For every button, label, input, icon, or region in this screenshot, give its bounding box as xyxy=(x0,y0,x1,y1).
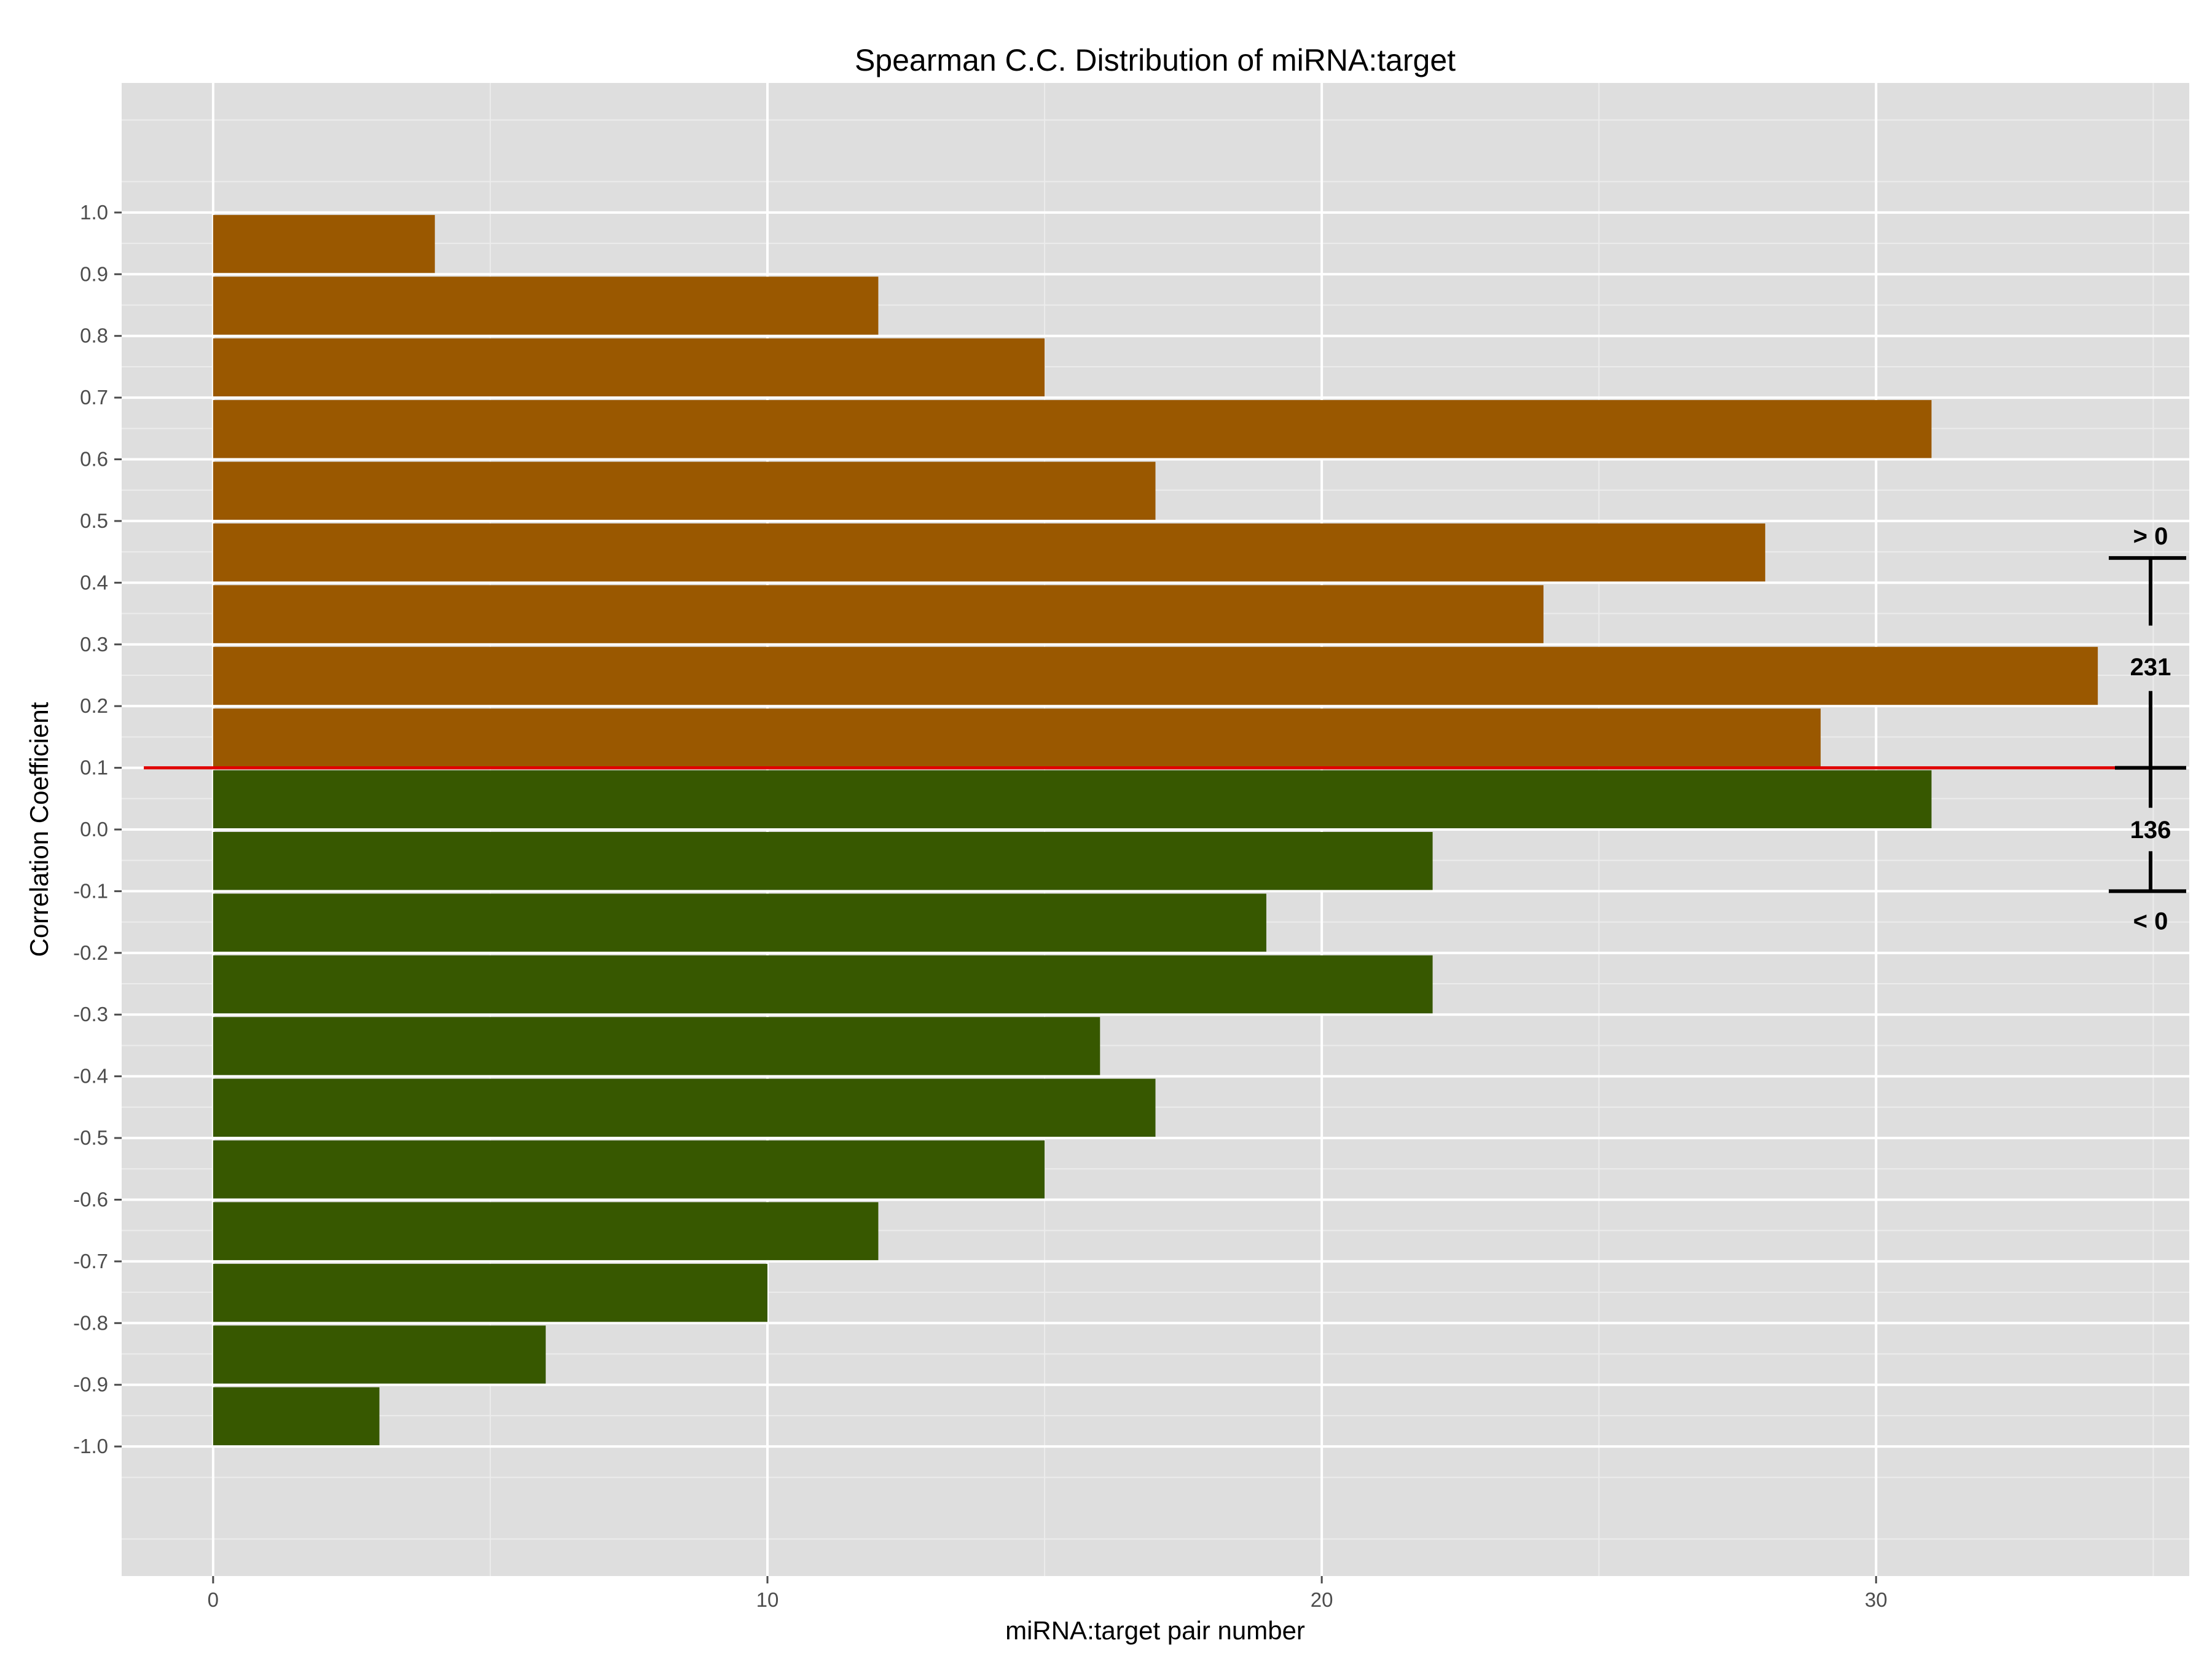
x-tick-label: 30 xyxy=(1865,1588,1888,1611)
count-annotation: > 0 231 136 < 0 xyxy=(2109,523,2186,935)
histogram-bar xyxy=(213,1263,767,1322)
histogram-bar xyxy=(213,523,1765,582)
histogram-bar xyxy=(213,400,1932,458)
y-tick-label: 0.0 xyxy=(80,818,108,841)
histogram-bar xyxy=(213,585,1544,643)
chart-title: Spearman C.C. Distribution of miRNA:targ… xyxy=(855,43,1456,77)
annotation-positive-count: 231 xyxy=(2130,654,2171,681)
x-tick-label: 0 xyxy=(208,1588,219,1611)
y-tick-label: -0.2 xyxy=(73,941,108,964)
x-tick-label: 10 xyxy=(756,1588,779,1611)
y-tick-label: -0.3 xyxy=(73,1003,108,1026)
y-tick-label: 0.8 xyxy=(80,324,108,347)
annotation-negative-label: < 0 xyxy=(2133,908,2168,935)
y-tick-label: 0.6 xyxy=(80,448,108,471)
annotation-positive-label: > 0 xyxy=(2133,523,2168,550)
histogram-bar xyxy=(213,1325,546,1384)
y-tick-label: 0.9 xyxy=(80,262,108,285)
y-tick-label: 0.5 xyxy=(80,509,108,532)
histogram-bar xyxy=(213,770,1932,828)
y-tick-label: -1.0 xyxy=(73,1435,108,1457)
y-axis-ticks: 1.0 0.9 0.8 0.7 0.6 0.5 0.4 0.3 0.2 0.1 0.0 -0.1 -0.… xyxy=(73,201,122,1457)
y-tick-label: 0.3 xyxy=(80,633,108,656)
y-tick-label: -0.4 xyxy=(73,1065,108,1088)
histogram-bar xyxy=(213,1387,380,1446)
histogram-bar xyxy=(213,832,1433,890)
histogram-bar xyxy=(213,1202,879,1260)
histogram-bar xyxy=(213,708,1821,767)
histogram-bar xyxy=(213,461,1156,520)
y-tick-label: 1.0 xyxy=(80,201,108,224)
y-tick-label: -0.8 xyxy=(73,1311,108,1334)
bars xyxy=(213,214,2098,1446)
x-axis-title: miRNA:target pair number xyxy=(1005,1616,1305,1645)
y-tick-label: 0.4 xyxy=(80,571,108,594)
y-tick-label: -0.5 xyxy=(73,1126,108,1149)
y-tick-label: 0.2 xyxy=(80,694,108,717)
y-axis-title: Correlation Coefficient xyxy=(25,702,53,957)
histogram-bar xyxy=(213,276,879,335)
histogram-bar xyxy=(213,893,1266,952)
y-tick-label: -0.7 xyxy=(73,1250,108,1273)
y-tick-label: -0.1 xyxy=(73,879,108,902)
histogram-bar xyxy=(213,1017,1100,1075)
y-tick-label: 0.1 xyxy=(80,756,108,779)
histogram-bar xyxy=(213,1078,1156,1137)
y-tick-label: -0.9 xyxy=(73,1373,108,1396)
histogram-bar xyxy=(213,338,1045,397)
x-tick-label: 20 xyxy=(1311,1588,1333,1611)
histogram-bar xyxy=(213,1140,1045,1199)
y-tick-label: 0.7 xyxy=(80,386,108,409)
y-tick-label: -0.6 xyxy=(73,1188,108,1210)
x-axis-ticks: 0 10 20 30 xyxy=(208,1576,1888,1611)
histogram-bar xyxy=(213,214,435,273)
histogram-bar xyxy=(213,646,2098,705)
histogram-bar xyxy=(213,955,1433,1014)
annotation-negative-count: 136 xyxy=(2130,817,2171,844)
